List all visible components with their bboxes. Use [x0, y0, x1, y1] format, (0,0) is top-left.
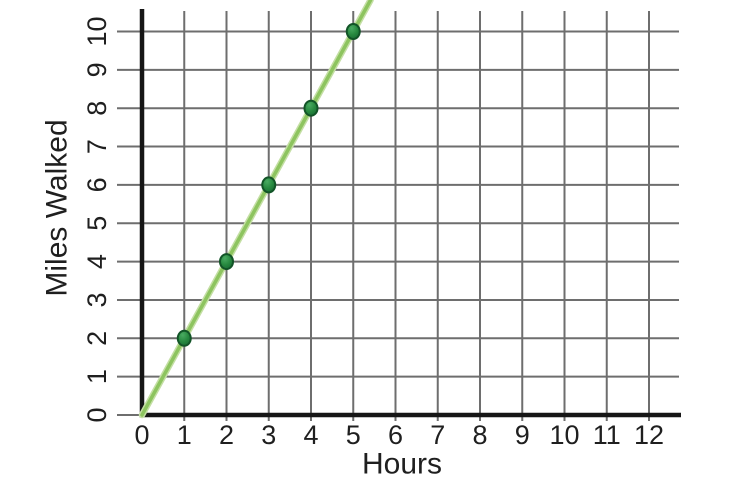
y-tick-label: 8 [82, 101, 112, 116]
x-tick-label: 10 [549, 420, 579, 450]
data-point [261, 176, 277, 194]
y-tick-label: 10 [82, 16, 112, 46]
x-axis-title: Hours [362, 448, 442, 481]
trend-line [140, 0, 373, 417]
x-tick-label: 0 [134, 420, 149, 450]
y-tick-label: 3 [82, 292, 112, 307]
y-tick-label: 5 [82, 216, 112, 231]
x-tick-label: 5 [346, 420, 361, 450]
data-point [303, 99, 319, 117]
grid-lines [117, 11, 679, 421]
x-tick-label: 11 [593, 420, 621, 450]
x-tick-label: 8 [472, 420, 487, 450]
data-points [176, 23, 361, 347]
y-tick-label: 1 [82, 369, 112, 384]
y-tick-label: 4 [82, 254, 112, 269]
y-tick-label: 6 [82, 177, 112, 192]
x-tick-label: 1 [177, 420, 192, 450]
y-axis-title: Miles Walked [41, 119, 74, 296]
x-tick-label: 12 [634, 420, 664, 450]
axes [139, 9, 681, 418]
y-tick-label: 7 [82, 139, 112, 154]
y-tick-label: 0 [82, 407, 112, 422]
x-tick-label: 7 [430, 420, 445, 450]
x-tick-label: 6 [388, 420, 403, 450]
y-tick-label: 2 [82, 331, 112, 346]
x-tick-label: 9 [515, 420, 530, 450]
x-tick-label: 2 [219, 420, 234, 450]
data-point [176, 329, 192, 347]
x-tick-label: 3 [261, 420, 276, 450]
data-line-layer [138, 0, 374, 419]
data-point [345, 23, 361, 40]
x-tick-label: 4 [303, 420, 318, 450]
y-tick-label: 9 [82, 62, 112, 77]
data-point [219, 253, 234, 271]
